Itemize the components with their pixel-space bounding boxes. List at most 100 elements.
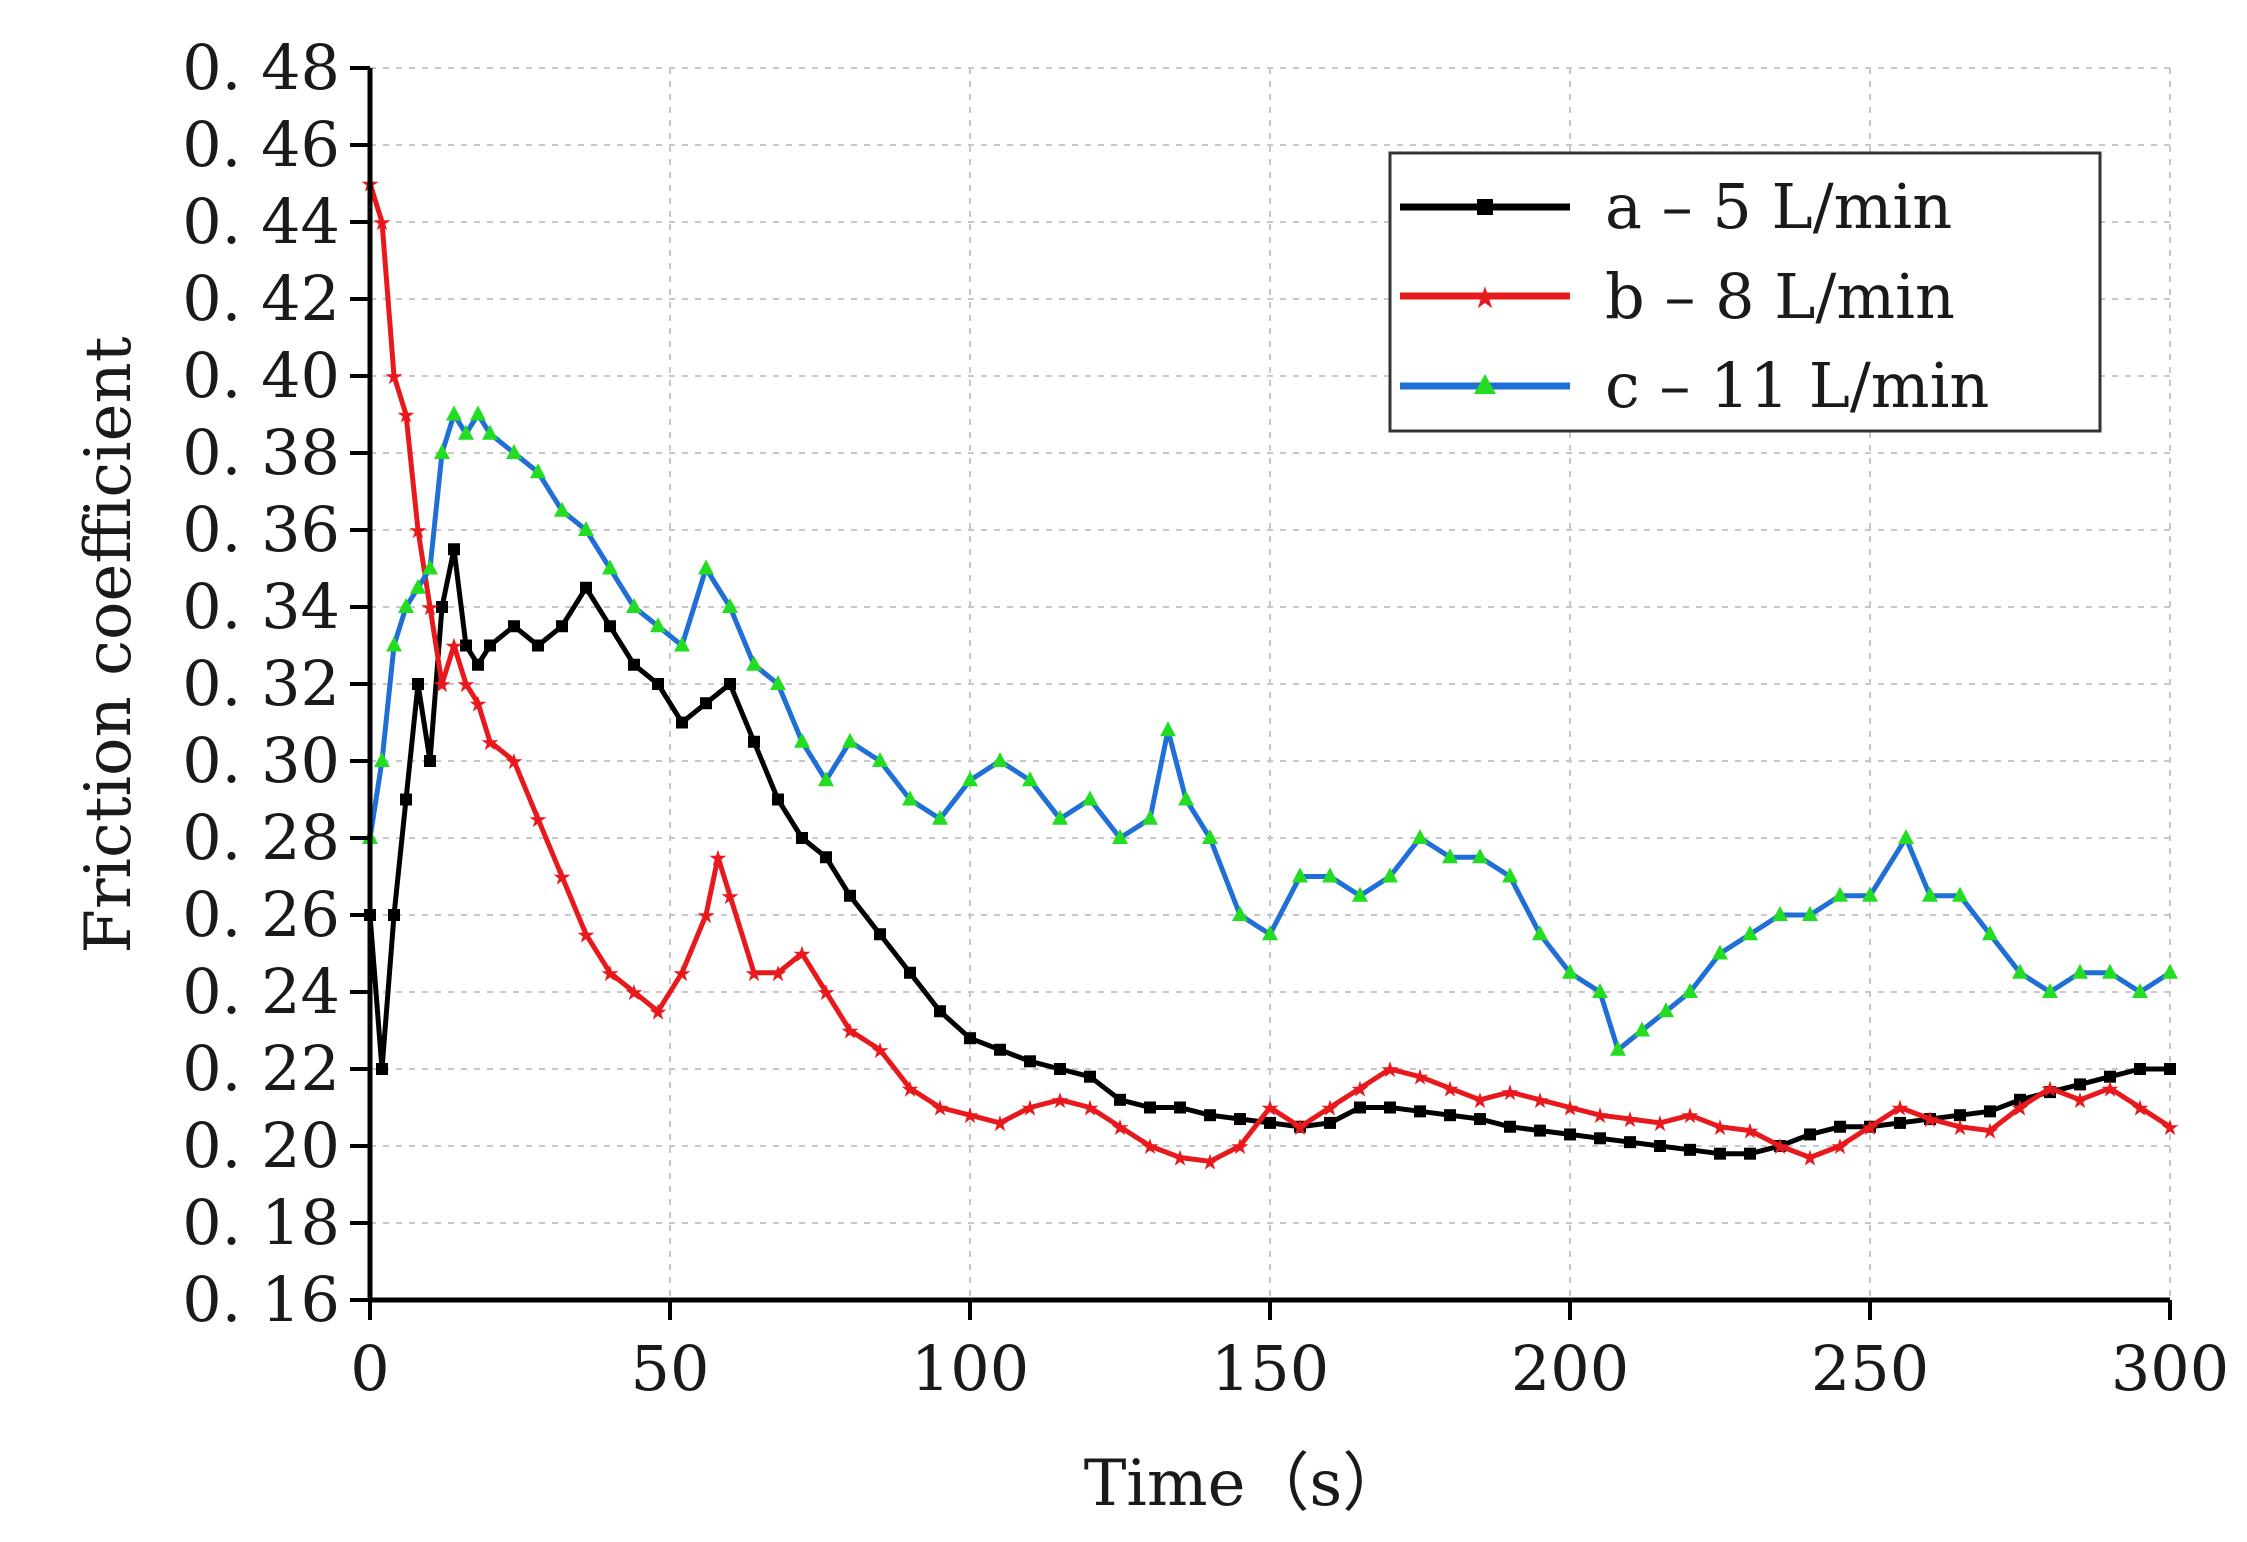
- data-point: [1474, 1113, 1486, 1126]
- data-point: [818, 771, 834, 787]
- data-point: [904, 966, 916, 979]
- data-point: [1592, 983, 1608, 998]
- data-point: [2042, 983, 2058, 998]
- legend-entry-a: a – 5 L/min: [1400, 170, 1952, 243]
- data-point: ★: [2070, 1089, 2090, 1114]
- data-point: [470, 405, 486, 421]
- data-point: ★: [840, 1020, 860, 1045]
- data-point: ★: [528, 808, 548, 833]
- data-point: ★: [1290, 1116, 1310, 1141]
- data-point: [1084, 1070, 1096, 1083]
- data-point: [434, 444, 450, 459]
- data-point: [994, 1043, 1006, 1056]
- data-point: ★: [930, 1097, 950, 1122]
- data-point: [2162, 963, 2178, 979]
- y-tick-label: 0. 28: [182, 801, 340, 874]
- data-point: [1174, 1101, 1186, 1114]
- x-tick-label: 50: [631, 1332, 710, 1405]
- data-point: [482, 424, 498, 440]
- data-point: [1472, 848, 1488, 864]
- data-point: [1742, 925, 1758, 941]
- y-tick-label: 0. 18: [182, 1186, 340, 1259]
- data-point: [1384, 1101, 1396, 1114]
- data-point: ★: [1380, 1058, 1400, 1083]
- data-point: [1262, 925, 1278, 941]
- data-point: ★: [1830, 1135, 1850, 1160]
- data-point: [748, 735, 760, 748]
- series-a: [364, 543, 2176, 1160]
- legend-marker-a: [1477, 199, 1493, 215]
- data-point: [1204, 1109, 1216, 1122]
- data-point: [1684, 1143, 1696, 1156]
- data-point: [1202, 829, 1218, 844]
- data-point: ★: [1470, 1089, 1490, 1114]
- data-point: ★: [1080, 1097, 1100, 1122]
- data-point: ★: [384, 365, 404, 390]
- data-point: ★: [1620, 1108, 1640, 1133]
- data-point: [902, 790, 918, 806]
- series-line: [367, 182, 2172, 1164]
- data-point: ★: [1710, 1116, 1730, 1141]
- data-point: [412, 678, 424, 690]
- data-point: ★: [2130, 1097, 2150, 1122]
- data-point: [1624, 1136, 1636, 1149]
- y-tick-label: 0. 40: [182, 339, 340, 412]
- data-point: [1054, 1063, 1066, 1075]
- data-point: [1562, 963, 1578, 979]
- series-layer: ★★★★★★★★★★★★★★★★★★★★★★ ★★★★★★★ ★ ★★ ★ ★★★ ★ ★★★…: [360, 173, 2180, 1176]
- data-point: ★: [504, 750, 524, 775]
- data-point: [794, 732, 810, 748]
- data-point: [2164, 1063, 2176, 1075]
- legend: a – 5 L/min ★ b – 8 L/min c – 11 L/min: [1388, 151, 2102, 433]
- data-point: [1772, 906, 1788, 921]
- legend-marker-b: ★: [1472, 281, 1499, 316]
- data-point: [436, 601, 448, 613]
- y-tick-label: 0. 16: [182, 1263, 340, 1336]
- series-line: [367, 412, 2172, 1053]
- y-tick-label: 0. 34: [182, 570, 340, 643]
- data-point: ★: [1170, 1147, 1190, 1172]
- y-tick-label: 0. 36: [182, 493, 340, 566]
- data-point: [604, 620, 616, 633]
- data-point: ★: [468, 692, 488, 717]
- data-point: [1594, 1132, 1606, 1145]
- data-point: [992, 752, 1008, 767]
- data-point: ★: [696, 904, 716, 929]
- data-point: ★: [1050, 1089, 1070, 1114]
- data-point: ★: [1230, 1135, 1250, 1160]
- y-tick-label: 0. 22: [182, 1032, 340, 1105]
- data-point: [820, 851, 832, 864]
- data-point: [1504, 1120, 1516, 1133]
- legend-label-c: c – 11 L/min: [1605, 349, 1989, 422]
- data-point: [874, 928, 886, 941]
- data-point: [1444, 1109, 1456, 1122]
- data-point: [1352, 886, 1368, 902]
- x-tick-label: 200: [1511, 1332, 1629, 1405]
- data-point: ★: [408, 519, 428, 544]
- data-point: [484, 639, 496, 652]
- data-point: ★: [1920, 1108, 1940, 1133]
- data-point: [1564, 1128, 1576, 1141]
- data-point: [530, 463, 546, 479]
- data-point: ★: [672, 962, 692, 987]
- data-point: [1804, 1128, 1816, 1141]
- data-point: ★: [1980, 1120, 2000, 1145]
- y-axis-title: Friction coefficient: [72, 336, 146, 953]
- y-tick-label: 0. 48: [182, 31, 340, 104]
- data-point: ★: [456, 673, 476, 698]
- data-point: [872, 752, 888, 767]
- data-point: ★: [1410, 1066, 1430, 1091]
- data-point: ★: [1680, 1104, 1700, 1129]
- data-point: ★: [900, 1077, 920, 1102]
- data-point: [1834, 1120, 1846, 1133]
- data-point: [1658, 1002, 1674, 1018]
- data-point: [1322, 867, 1338, 883]
- data-point: [676, 716, 688, 729]
- series-b: ★★★★★★★★★★★★★★★★★★★★★★ ★★★★★★★ ★ ★★ ★ ★★★ ★ ★★★…: [360, 173, 2180, 1176]
- data-point: [2012, 963, 2028, 979]
- data-point: [458, 424, 474, 440]
- data-point: [772, 793, 784, 806]
- data-point: [2102, 963, 2118, 979]
- data-point: [700, 697, 712, 710]
